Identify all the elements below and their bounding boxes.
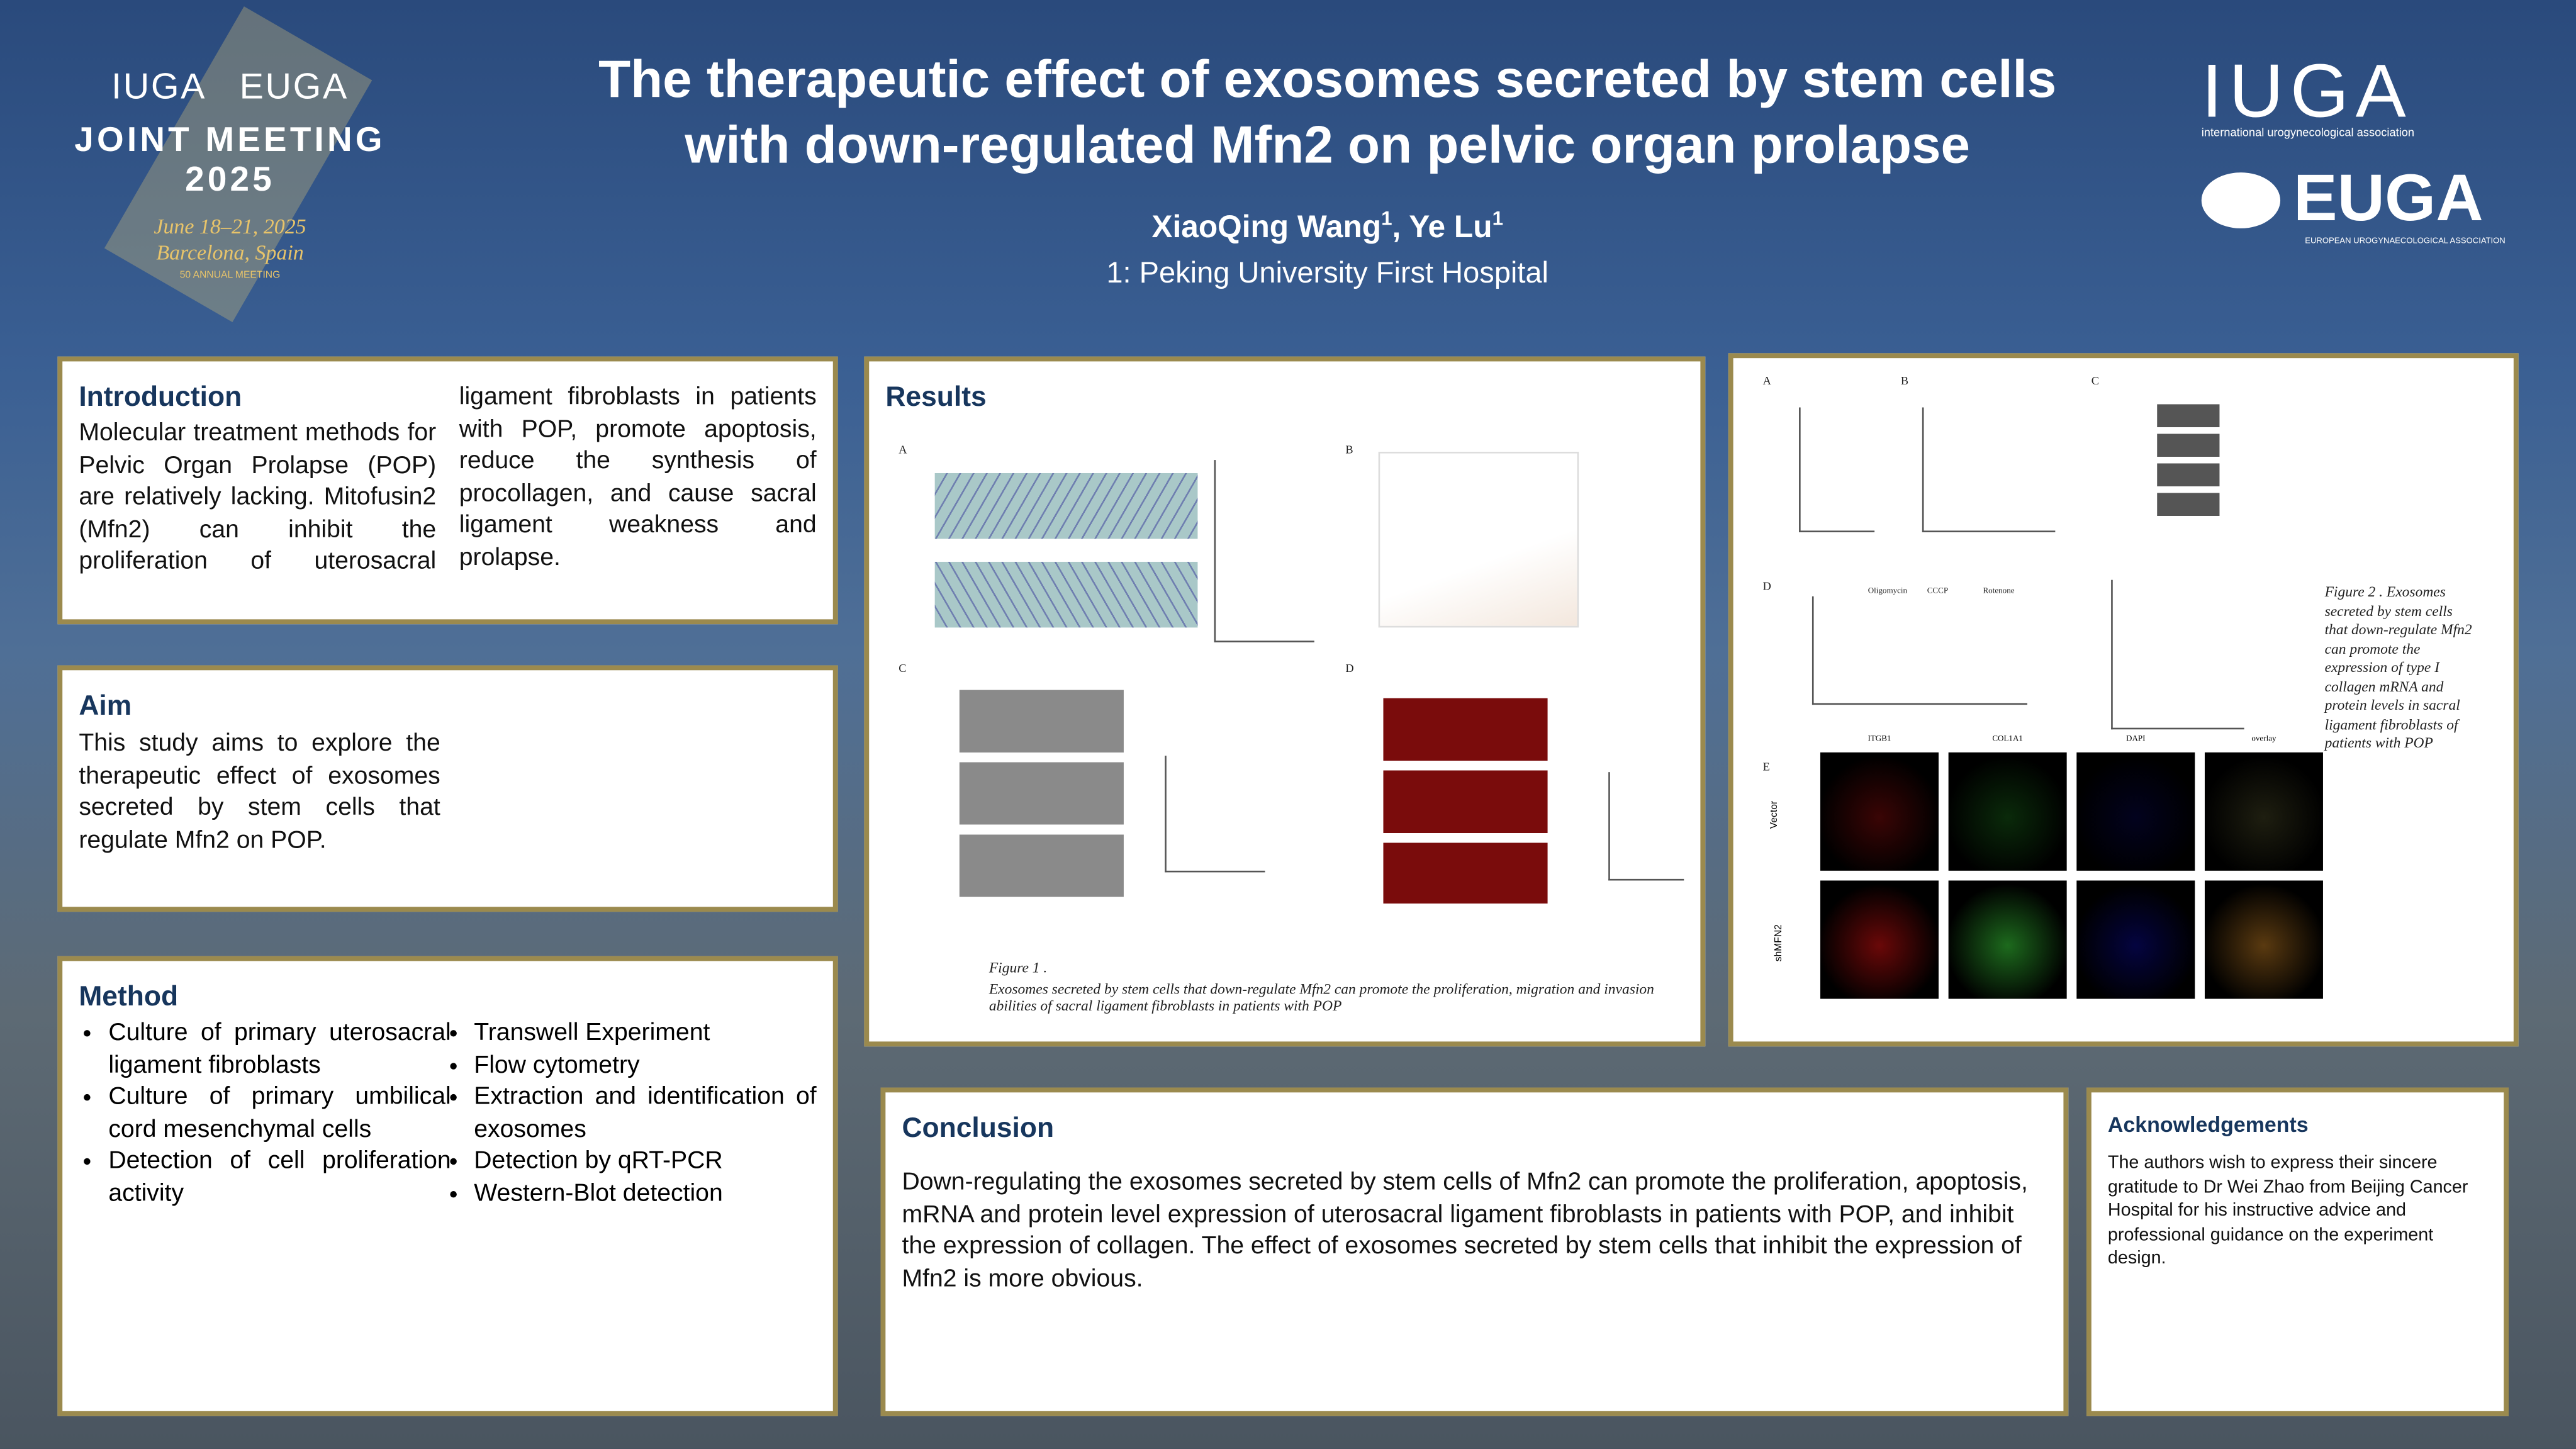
confocal-image: [1948, 880, 2067, 999]
panel-label: B: [1345, 443, 1353, 457]
right-iuga-sub: international urogynecological associati…: [2201, 128, 2415, 140]
aim-text: This study aims to explore the therapeut…: [79, 729, 440, 854]
author: XiaoQing Wang: [1151, 211, 1382, 245]
logo-anniversary: 50 ANNUAL MEETING: [179, 271, 281, 281]
authors: XiaoQing Wang1, Ye Lu1: [493, 207, 2162, 247]
logo-line1: JOINT MEETING: [74, 121, 386, 160]
confocal-grid: ITGB1 COL1A1 DAPI overlay Vector shMFN2: [1770, 736, 2323, 1040]
conclusion-heading: Conclusion: [902, 1112, 1055, 1144]
ocr-label: Oligomycin: [1868, 588, 1908, 596]
bar-figure: [1214, 460, 1314, 642]
right-euga-sub: EUROPEAN UROGYNAECOLOGICAL ASSOCIATION: [2305, 236, 2506, 247]
ocr-line-figure: [1812, 596, 2027, 705]
ocr-label: CCCP: [1927, 588, 1949, 596]
confocal-image: [2204, 752, 2323, 871]
acknowledgements-heading: Acknowledgements: [2107, 1112, 2309, 1137]
micrograph: [934, 561, 1198, 628]
confocal-image: [2076, 752, 2195, 871]
column-label: DAPI: [2126, 736, 2146, 744]
bar-figure: [1799, 407, 1875, 532]
method-item: Detection of cell proliferation activity: [108, 1145, 451, 1209]
method-box: Method Culture of primary uterosacral li…: [57, 956, 838, 1416]
introduction-text: Molecular treatment methods for Pelvic O…: [79, 381, 816, 578]
column-label: COL1A1: [1992, 736, 2023, 744]
results-box: Results A B C D Figure 1 . Exosomes secr…: [864, 356, 1706, 1047]
conclusion-text: Down-regulating the exosomes secreted by…: [902, 1168, 2028, 1292]
logo-line2: 2025: [185, 160, 275, 199]
column-label: overlay: [2251, 736, 2276, 744]
figure1-title: Figure 1 .: [988, 959, 1048, 976]
title-line1: The therapeutic effect of exosomes secre…: [598, 49, 2057, 109]
introduction-box: Introduction Molecular treatment methods…: [57, 356, 838, 625]
figure2-box: A B C D E Oligomycin CCCP Rotenone Figur…: [1728, 353, 2519, 1047]
conclusion-box: Conclusion Down-regulating the exosomes …: [880, 1087, 2069, 1416]
author-sup: 1: [1492, 206, 1504, 230]
confocal-image: [2204, 880, 2323, 999]
panel-label: C: [899, 662, 907, 676]
right-euga: EUGA: [2293, 162, 2484, 235]
aim-box: Aim This study aims to explore the thera…: [57, 665, 838, 912]
author-sup: 1: [1381, 206, 1392, 230]
results-heading: Results: [885, 381, 987, 413]
confocal-image: [2076, 880, 2195, 999]
method-item: Western-Blot detection: [474, 1177, 816, 1209]
bar-figure: [1922, 407, 2056, 532]
figure1-caption: Exosomes secreted by stem cells that dow…: [988, 980, 1654, 1014]
panel-label: A: [1762, 374, 1771, 388]
micrograph: [934, 473, 1198, 539]
logo-iuga: IUGA: [111, 65, 204, 107]
method-heading: Method: [79, 980, 179, 1012]
method-item: Culture of primary umbilical cord mesenc…: [108, 1081, 451, 1145]
panel-label: B: [1900, 374, 1909, 388]
figure2-caption: Figure 2 . Exosomes secreted by stem cel…: [2324, 583, 2472, 751]
confocal-image: [1948, 752, 2067, 871]
introduction-heading: Introduction: [79, 381, 242, 413]
panel-label: D: [1762, 579, 1771, 593]
method-item: Flow cytometry: [474, 1049, 816, 1081]
right-logo: IUGA international urogynecological asso…: [2201, 47, 2506, 247]
logo-place: Barcelona, Spain: [156, 240, 304, 265]
euga-icon: [2201, 171, 2281, 228]
aim-heading: Aim: [79, 690, 132, 722]
column-label: ITGB1: [1868, 736, 1891, 744]
method-item: Transwell Experiment: [474, 1017, 816, 1049]
line-figure: [1378, 452, 1579, 628]
method-list: Culture of primary uterosacral ligament …: [79, 1017, 816, 1209]
row-label: Vector: [1770, 800, 1781, 829]
affiliation: 1: Peking University First Hospital: [1106, 257, 1548, 290]
method-item: Culture of primary uterosacral ligament …: [108, 1017, 451, 1081]
acknowledgements-box: Acknowledgements The authors wish to exp…: [2086, 1087, 2509, 1416]
panel-label: D: [1345, 662, 1354, 676]
method-item: Detection by qRT-PCR: [474, 1145, 816, 1177]
right-iuga: IUGA: [2201, 47, 2413, 133]
author: , Ye Lu: [1392, 211, 1492, 245]
bar-figure: [2111, 579, 2244, 730]
panel-label: C: [2091, 374, 2100, 388]
method-item: Extraction and identification of exosome…: [474, 1081, 816, 1145]
bar-figure: [1608, 772, 1684, 881]
meeting-logo: IUGA EUGA JOINT MEETING 2025 June 18–21,…: [65, 6, 394, 323]
western-blot: [2157, 404, 2220, 523]
acknowledgements-text: The authors wish to express their sincer…: [2107, 1153, 2468, 1268]
panel-label: A: [899, 443, 907, 457]
logo-dates: June 18–21, 2025: [154, 213, 306, 238]
scratch-images: [959, 690, 1124, 904]
ocr-label: Rotenone: [1983, 588, 2015, 596]
confocal-image: [1820, 752, 1939, 871]
logo-euga: EUGA: [239, 65, 349, 107]
title-line2: with down-regulated Mfn2 on pelvic organ…: [685, 115, 1970, 174]
bar-figure: [1165, 756, 1265, 873]
panel-label: E: [1762, 760, 1770, 774]
row-label: shMFN2: [1774, 924, 1785, 962]
confocal-image: [1820, 880, 1939, 999]
fluorescence-images: [1383, 698, 1548, 904]
